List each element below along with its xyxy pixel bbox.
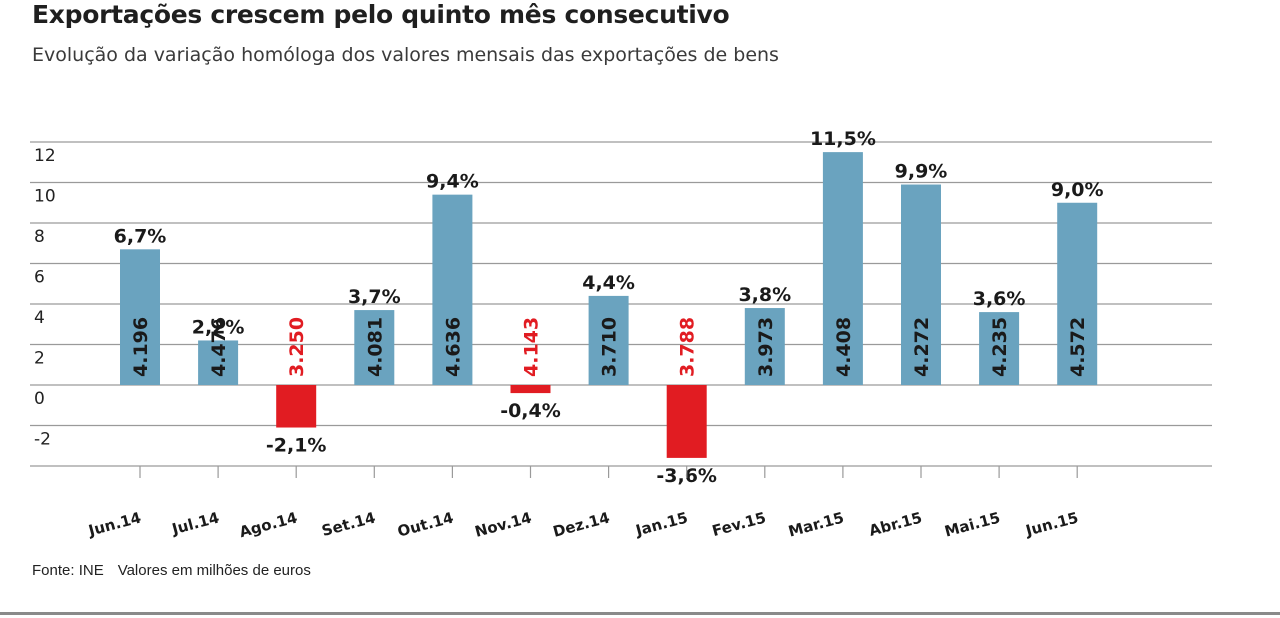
bar-value-label: 4.143 [521,317,543,377]
y-tick-label: 6 [34,268,45,288]
value-label: 3,7% [348,286,401,308]
x-tick-label: Jun.14 [86,508,143,539]
y-tick-label: 8 [34,227,45,247]
value-label: 6,7% [114,225,167,247]
x-tick-label: Dez.14 [551,508,612,540]
x-tick-label: Fev.15 [710,508,768,540]
bar-value-label: 3.973 [755,317,777,377]
units-note: Valores em milhões de euros [117,562,311,579]
y-tick-label: 2 [34,349,45,369]
bottom-divider [0,612,1280,615]
bar [666,385,707,458]
bar [432,194,473,385]
x-tick-label: Jun.15 [1023,508,1080,539]
chart-subtitle: Evolução da variação homóloga dos valore… [32,44,779,66]
bar-value-label: 4.572 [1067,317,1089,377]
bar-value-label: 3.710 [599,317,621,377]
value-label: 9,0% [1051,179,1104,201]
y-tick-label: 10 [34,187,56,207]
source-note: Fonte: INE [32,562,104,579]
x-tick-label: Mai.15 [943,508,1002,540]
y-tick-label: 0 [34,389,45,409]
bar [354,310,395,385]
bar [276,385,317,428]
bar [120,249,160,385]
bar [822,152,863,385]
bar-value-label: 4.408 [833,317,855,377]
bar-value-label: 4.196 [130,317,152,377]
bar-value-label: 4.636 [442,317,464,377]
x-tick-label: Nov.14 [473,508,534,540]
y-tick-label: 4 [34,308,45,328]
bar-value-label: 3.250 [286,317,308,377]
chart-footer: Fonte: INE Valores em milhões de euros [32,562,311,579]
bar [744,308,785,385]
bar [510,385,551,394]
bar [1057,202,1098,385]
value-label: 9,4% [426,171,479,193]
value-label: -2,1% [266,435,327,457]
bar [198,340,239,385]
value-label: -0,4% [500,400,561,422]
value-label: 3,6% [973,288,1026,310]
y-tick-label: -2 [34,430,51,450]
chart-title: Exportações crescem pelo quinto mês cons… [32,0,730,29]
bar-value-label: 3.788 [677,317,699,377]
x-tick-label: Mar.15 [786,508,846,540]
value-label: 2,2% [192,316,245,338]
y-tick-label: 12 [34,146,56,166]
bar [979,312,1020,385]
bar [588,295,629,385]
x-tick-label: Set.14 [320,508,378,540]
bar-value-label: 4.476 [208,317,230,377]
bar-value-label: 4.235 [989,317,1011,377]
value-label: 3,8% [738,284,791,306]
value-label: 11,5% [810,128,876,150]
x-tick-label: Out.14 [396,508,456,540]
bar [901,184,941,385]
x-tick-label: Jan.15 [633,508,690,539]
x-tick-label: Ago.14 [237,508,299,541]
x-tick-label: Jul.14 [169,508,221,538]
bar-value-label: 4.272 [911,317,933,377]
value-label: 4,4% [582,272,635,294]
x-tick-label: Abr.15 [867,508,924,539]
value-label: 9,9% [895,161,948,183]
bar-value-label: 4.081 [364,317,386,377]
